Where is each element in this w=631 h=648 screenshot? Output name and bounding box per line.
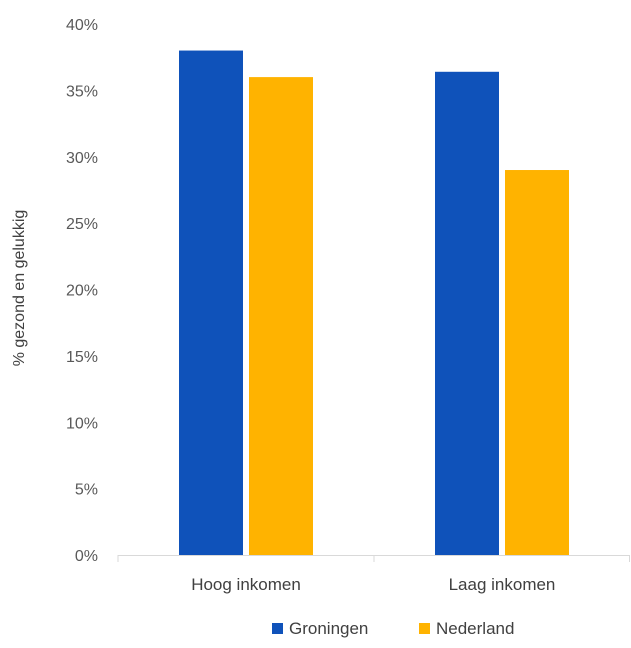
bar-groningen-0: [179, 50, 243, 556]
y-tick-label: 15%: [66, 349, 98, 366]
bar-nederland-1: [505, 170, 569, 555]
legend-label-nederland: Nederland: [436, 619, 514, 638]
y-tick-label: 40%: [66, 17, 98, 34]
x-axis-labels: Hoog inkomen Laag inkomen: [117, 555, 630, 594]
y-tick-label: 0%: [75, 548, 98, 565]
y-axis-title: % gezond en gelukkig: [11, 210, 28, 367]
x-tick-label: Hoog inkomen: [191, 575, 301, 594]
y-tick-label: 30%: [66, 150, 98, 167]
legend-swatch-groningen: [272, 623, 283, 634]
y-tick-label: 20%: [66, 283, 98, 300]
legend-label-groningen: Groningen: [289, 619, 368, 638]
bars: [179, 50, 569, 556]
bar-nederland-0: [249, 77, 313, 555]
legend-swatch-nederland: [419, 623, 430, 634]
bar-groningen-1: [435, 71, 499, 555]
x-tick-label: Laag inkomen: [449, 575, 556, 594]
y-tick-label: 5%: [75, 482, 98, 499]
y-axis-ticks: 0% 5% 10% 15% 20% 25% 30% 35% 40%: [66, 17, 98, 565]
y-tick-label: 25%: [66, 216, 98, 233]
y-tick-label: 10%: [66, 415, 98, 432]
legend: Groningen Nederland: [272, 619, 514, 638]
y-tick-label: 35%: [66, 83, 98, 100]
